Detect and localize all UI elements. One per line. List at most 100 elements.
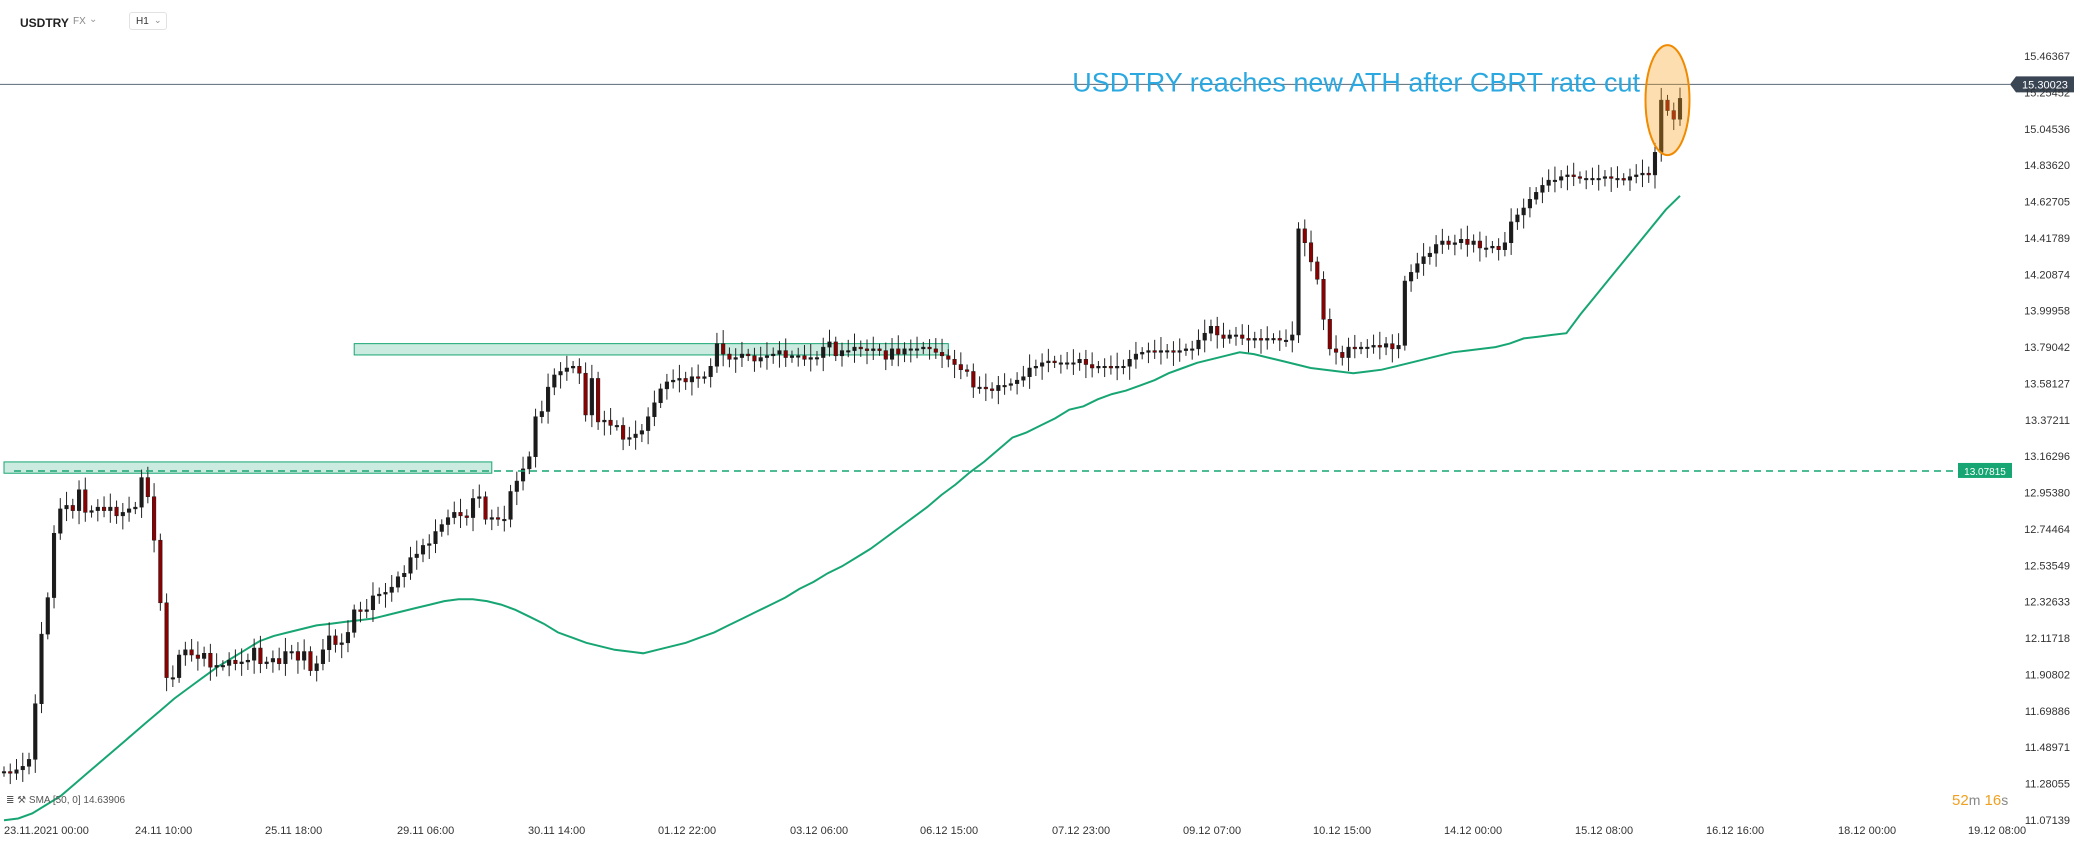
price-candle bbox=[1252, 331, 1257, 349]
candle-body bbox=[1133, 353, 1138, 360]
candle-body bbox=[1409, 272, 1414, 282]
candle-body bbox=[1609, 176, 1614, 179]
price-candle bbox=[277, 647, 282, 671]
candle-body bbox=[64, 505, 69, 510]
candle-body bbox=[1083, 359, 1088, 365]
candle-body bbox=[1627, 176, 1633, 181]
x-tick-label: 03.12 06:00 bbox=[790, 825, 848, 837]
candle-body bbox=[427, 543, 432, 546]
candle-body bbox=[1015, 379, 1020, 384]
price-candle bbox=[245, 653, 250, 670]
candle-body bbox=[783, 350, 788, 358]
candle-body bbox=[264, 661, 269, 664]
price-candle bbox=[933, 338, 938, 359]
candle-body bbox=[470, 498, 476, 518]
y-tick-label: 12.95380 bbox=[2024, 488, 2070, 500]
price-candle bbox=[1640, 159, 1645, 188]
candle-body bbox=[971, 371, 976, 388]
price-candle bbox=[752, 347, 757, 372]
price-candle bbox=[1233, 326, 1239, 346]
price-candle bbox=[239, 648, 244, 676]
price-candle bbox=[1240, 324, 1245, 346]
price-candle bbox=[433, 519, 438, 554]
price-candle bbox=[971, 363, 976, 398]
candle-body bbox=[1527, 199, 1532, 209]
price-candle bbox=[696, 364, 701, 388]
candle-body bbox=[1140, 352, 1145, 355]
price-candle bbox=[1477, 231, 1482, 262]
candle-body bbox=[270, 658, 275, 663]
price-candle bbox=[783, 338, 788, 367]
price-candle bbox=[521, 456, 526, 491]
candle-body bbox=[314, 663, 319, 671]
price-candle bbox=[1434, 235, 1439, 267]
candle-body bbox=[408, 557, 413, 574]
y-axis[interactable]: 15.46367 15.25452 15.04536 14.83620 14.62705… bbox=[2024, 51, 2070, 827]
symbol-label[interactable]: USDTRY bbox=[20, 16, 69, 30]
candle-body bbox=[114, 506, 119, 517]
candle-body bbox=[646, 416, 651, 431]
x-tick-label: 10.12 15:00 bbox=[1313, 825, 1371, 837]
sma-indicator-label[interactable]: ≣ ⚒ SMA [50, 0] 14.63906 bbox=[6, 795, 125, 806]
price-candle bbox=[395, 571, 401, 593]
price-candle bbox=[1365, 339, 1370, 358]
candle-body bbox=[1646, 172, 1651, 176]
price-candle bbox=[702, 371, 707, 384]
candle-body bbox=[1634, 174, 1639, 177]
candle-body bbox=[1571, 174, 1576, 177]
price-candle bbox=[1402, 275, 1407, 351]
price-candle bbox=[1615, 166, 1620, 188]
market-dropdown-icon[interactable]: ⌄ bbox=[89, 14, 98, 25]
x-tick-label: 29.11 06:00 bbox=[397, 825, 454, 837]
price-candle bbox=[689, 367, 694, 396]
price-candle bbox=[1283, 329, 1289, 347]
candle-body bbox=[177, 654, 182, 678]
y-tick-label: 12.53549 bbox=[2024, 560, 2070, 572]
candle-body bbox=[714, 343, 719, 367]
price-candle bbox=[664, 373, 669, 400]
price-candle bbox=[1065, 351, 1070, 370]
candle-body bbox=[364, 609, 369, 612]
candle-body bbox=[739, 353, 744, 358]
candle-body bbox=[158, 539, 163, 604]
x-axis[interactable]: 23.11.2021 00:00 24.11 10:00 25.11 18:00 29… bbox=[4, 825, 2026, 837]
candle-body bbox=[1252, 338, 1257, 341]
x-tick-label: 06.12 15:00 bbox=[920, 825, 978, 837]
price-candle bbox=[983, 373, 988, 402]
price-candle bbox=[1046, 348, 1051, 373]
price-candle bbox=[1590, 167, 1595, 186]
price-candle bbox=[958, 352, 963, 380]
candle-body bbox=[420, 545, 426, 555]
candle-body bbox=[464, 515, 469, 518]
price-candle bbox=[1652, 142, 1658, 189]
candle-body bbox=[302, 651, 307, 661]
candle-body bbox=[996, 385, 1001, 391]
candle-body bbox=[1452, 242, 1457, 245]
candle-body bbox=[733, 357, 738, 360]
candle-body bbox=[889, 348, 895, 360]
price-candle bbox=[145, 466, 150, 504]
price-candle bbox=[8, 763, 13, 785]
timeframe-select[interactable]: H1 ⌄ bbox=[129, 12, 167, 30]
price-candle bbox=[1171, 341, 1176, 366]
candle-body bbox=[1233, 334, 1239, 337]
price-candle bbox=[1315, 256, 1320, 285]
price-candle bbox=[821, 337, 826, 372]
price-candle bbox=[33, 694, 38, 773]
candle-body bbox=[1590, 178, 1595, 181]
price-candle bbox=[802, 345, 807, 366]
candle-body bbox=[602, 419, 607, 423]
candle-body bbox=[1440, 240, 1445, 245]
candle-body bbox=[683, 378, 688, 383]
indicator-settings-icon[interactable]: ≣ ⚒ bbox=[6, 795, 27, 806]
price-candle bbox=[114, 500, 119, 524]
candle-body bbox=[439, 524, 444, 532]
price-candle bbox=[746, 348, 751, 362]
candle-body bbox=[289, 651, 294, 654]
price-candle bbox=[1671, 102, 1676, 131]
candle-body bbox=[527, 456, 532, 470]
price-candle bbox=[1196, 329, 1201, 356]
candle-body bbox=[958, 364, 963, 370]
price-candle bbox=[295, 642, 300, 674]
